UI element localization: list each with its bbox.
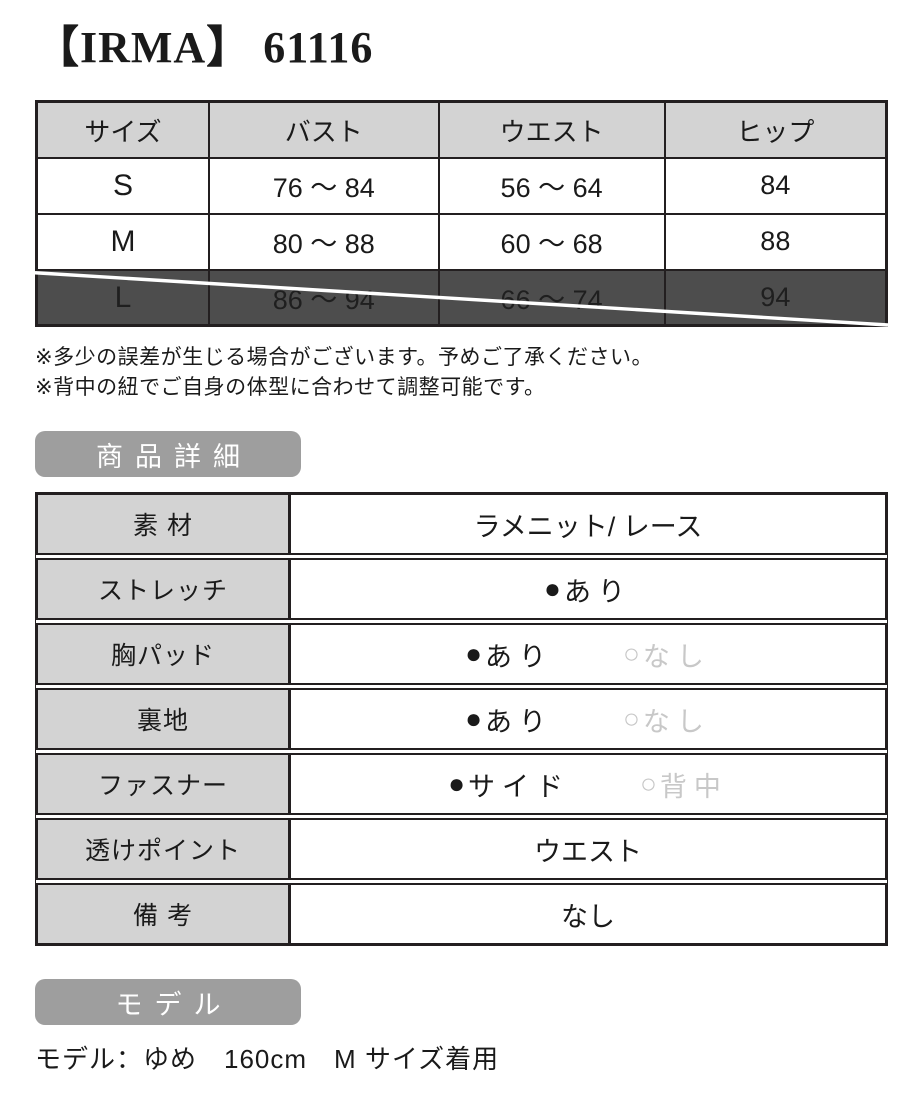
- detail-label: 透けポイント: [38, 820, 291, 879]
- detail-value: ウエスト: [291, 820, 885, 879]
- option-label: なし: [642, 706, 711, 737]
- radio-filled-icon: ●: [465, 638, 482, 670]
- size-cell-waist: 66 〜 74: [437, 268, 666, 327]
- radio-filled-icon: ●: [544, 573, 561, 605]
- option-label: あり: [563, 576, 632, 607]
- detail-label: 素 材: [38, 495, 291, 554]
- size-cell-bust: 76 〜 84: [208, 156, 440, 215]
- section-heading-label: モデル: [115, 989, 233, 1020]
- detail-label: 裏地: [38, 690, 291, 749]
- radio-empty-icon: ○: [623, 638, 640, 670]
- size-cell-size: M: [35, 212, 211, 271]
- size-table-header-row: サイズ バスト ウエスト ヒップ: [35, 100, 888, 159]
- detail-value: ● あり ○ なし: [291, 625, 885, 684]
- size-cell-bust: 80 〜 88: [208, 212, 440, 271]
- option-selected: ● あり: [544, 570, 632, 609]
- disclaimer-notes: ※多少の誤差が生じる場合がございます。予めご了承ください。 ※背中の紐でご自身の…: [35, 343, 888, 403]
- detail-label: ストレッチ: [38, 560, 291, 619]
- option-selected: ● あり: [465, 635, 553, 674]
- detail-value: ラメニット/ レース: [291, 495, 885, 554]
- product-title: 【IRMA】 61116: [35, 23, 374, 72]
- option-label: あり: [485, 706, 553, 737]
- option-label: あり: [485, 641, 553, 672]
- detail-value: ● サイド ○ 背中: [291, 755, 885, 814]
- radio-empty-icon: ○: [623, 703, 640, 735]
- size-cell-size: S: [35, 156, 211, 215]
- radio-empty-icon: ○: [640, 768, 657, 800]
- option-selected: ● あり: [465, 700, 553, 739]
- option-unselected: ○ 背中: [640, 765, 728, 804]
- option-selected: ● サイド: [448, 765, 570, 804]
- size-row-l-unavailable: L 86 〜 94 66 〜 74 94: [35, 268, 888, 327]
- detail-row-sheer-point: 透けポイント ウエスト: [36, 818, 887, 881]
- option-label: 背中: [659, 771, 728, 802]
- note-line: ※多少の誤差が生じる場合がございます。予めご了承ください。: [35, 346, 653, 370]
- size-cell-waist: 60 〜 68: [437, 212, 666, 271]
- size-cell-hip: 94: [663, 268, 888, 327]
- size-cell-hip: 84: [663, 156, 888, 215]
- product-detail-table: 素 材 ラメニット/ レース ストレッチ ● あり 胸パッド ● あり ○: [35, 492, 888, 947]
- section-heading-product-details: 商品詳細: [35, 431, 301, 478]
- detail-row-lining: 裏地 ● あり ○ なし: [36, 688, 887, 751]
- radio-filled-icon: ●: [465, 703, 482, 735]
- section-heading-model: モデル: [35, 979, 301, 1026]
- detail-row-stretch: ストレッチ ● あり: [36, 558, 887, 621]
- size-row-m: M 80 〜 88 60 〜 68 88: [35, 212, 888, 271]
- detail-label: 胸パッド: [38, 625, 291, 684]
- size-cell-bust: 86 〜 94: [208, 268, 440, 327]
- detail-value: ● あり: [291, 560, 885, 619]
- section-heading-label: 商品詳細: [96, 441, 252, 472]
- radio-filled-icon: ●: [448, 768, 465, 800]
- size-header-size: サイズ: [35, 100, 211, 159]
- detail-value: ● あり ○ なし: [291, 690, 885, 749]
- note-line: ※背中の紐でご自身の体型に合わせて調整可能です。: [35, 376, 546, 400]
- option-unselected: ○ なし: [623, 700, 711, 739]
- size-table: サイズ バスト ウエスト ヒップ S 76 〜 84 56 〜 64 84 M …: [35, 100, 888, 328]
- size-header-waist: ウエスト: [437, 100, 666, 159]
- size-cell-hip: 88: [663, 212, 888, 271]
- detail-row-remarks: 備 考 なし: [36, 883, 887, 946]
- size-header-hip: ヒップ: [663, 100, 888, 159]
- model-info-text: モデル：ゆめ 160cm M サイズ着用: [35, 1044, 500, 1075]
- detail-row-chest-pad: 胸パッド ● あり ○ なし: [36, 623, 887, 686]
- detail-label: 備 考: [38, 885, 291, 944]
- detail-value: なし: [291, 885, 885, 944]
- size-row-s: S 76 〜 84 56 〜 64 84: [35, 156, 888, 215]
- option-label: サイド: [468, 771, 570, 802]
- size-cell-size: L: [35, 268, 211, 327]
- size-cell-waist: 56 〜 64: [437, 156, 666, 215]
- detail-label: ファスナー: [38, 755, 291, 814]
- detail-row-fastener: ファスナー ● サイド ○ 背中: [36, 753, 887, 816]
- detail-row-material: 素 材 ラメニット/ レース: [36, 493, 887, 556]
- size-header-bust: バスト: [208, 100, 440, 159]
- option-label: なし: [642, 641, 711, 672]
- option-unselected: ○ なし: [623, 635, 711, 674]
- product-spec-page: 【IRMA】 61116 サイズ バスト ウエスト ヒップ S 76 〜 84 …: [35, 23, 888, 1075]
